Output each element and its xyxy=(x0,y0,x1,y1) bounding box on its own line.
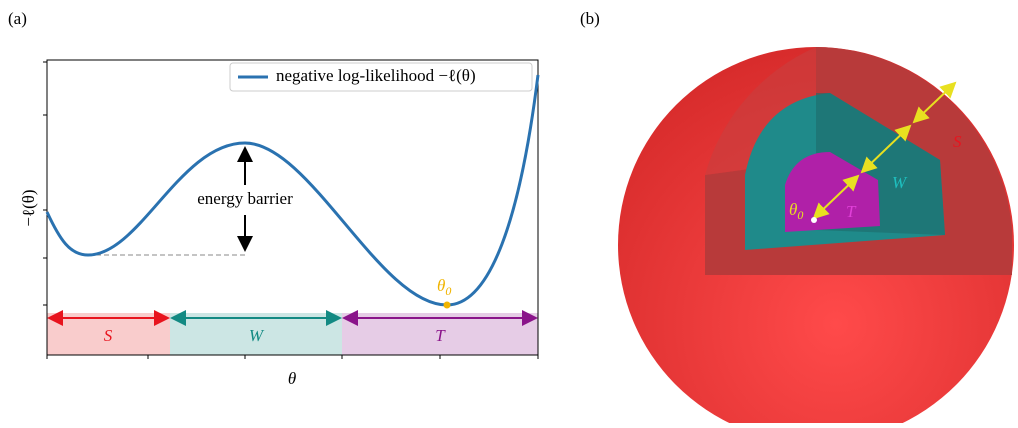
panel-tag: (b) xyxy=(580,9,600,28)
y-label: −ℓ(θ) xyxy=(19,189,38,226)
center-point xyxy=(811,217,817,223)
minimum-label: θ0 xyxy=(437,276,451,298)
panel-tag: (a) xyxy=(8,9,27,28)
minimum-point xyxy=(444,302,451,309)
region-label: T xyxy=(846,202,857,221)
figure: (a) S W T energy barrier θ0 negative log… xyxy=(0,0,1018,423)
region-label: S xyxy=(953,132,962,151)
legend-label: negative log-likelihood −ℓ(θ) xyxy=(276,66,476,85)
region-label: T xyxy=(435,326,446,345)
region-label: W xyxy=(249,326,265,345)
annotation: energy barrier xyxy=(197,189,293,208)
region-label: W xyxy=(892,173,908,192)
x-label: θ xyxy=(288,369,296,388)
region-label: S xyxy=(104,326,113,345)
